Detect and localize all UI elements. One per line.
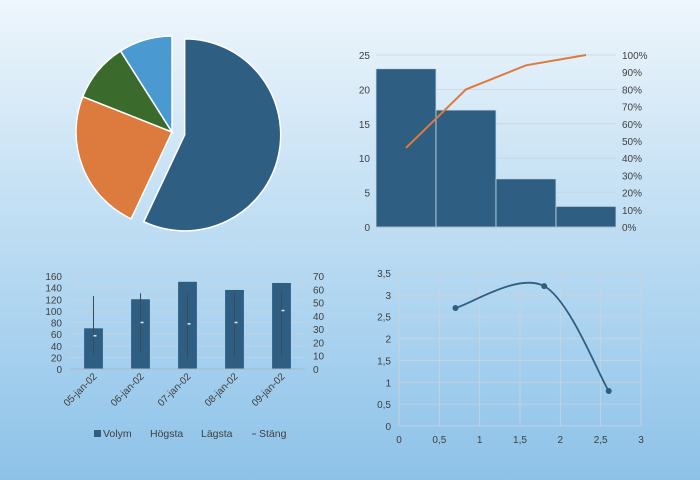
y-tick-label: 140	[45, 284, 62, 295]
y2-tick-label: 20	[313, 338, 325, 349]
pie-slice	[75, 95, 174, 220]
scatter-smooth-chart: 0 0,5 1 1,5 2 2,5 3 3,5 0 0,5 1 1,5 2 2,5 3	[377, 269, 644, 446]
y2-tick-label: 10%	[622, 206, 642, 217]
legend-swatch-volym	[94, 430, 101, 437]
legend-label: Stäng	[259, 428, 287, 440]
x-tick-label: 0,5	[432, 435, 446, 446]
cumulative-line	[405, 54, 587, 149]
y-tick-label: 100	[45, 307, 62, 318]
x-tick-label: 09-jan-02	[250, 371, 288, 409]
x-tick-label: 08-jan-02	[203, 371, 241, 409]
x-tick-label: 2	[558, 435, 564, 446]
y-tick-label: 40	[51, 342, 63, 353]
y-tick-label: 2,5	[377, 313, 391, 324]
legend-label: Volym	[103, 428, 132, 440]
y2-tick-label: 40	[313, 312, 325, 323]
y-tick-label: 1,5	[377, 356, 391, 367]
pie-slice	[142, 38, 282, 232]
y2-tick-label: 70	[313, 272, 325, 283]
data-point	[452, 304, 459, 311]
pareto-bar	[435, 109, 497, 228]
y-tick-label: 3,5	[377, 269, 391, 280]
x-tick-label: 0	[396, 435, 402, 446]
y2-tick-label: 30%	[622, 171, 642, 182]
y-tick-label: 1	[385, 378, 391, 389]
y2-tick-label: 40%	[622, 154, 642, 165]
x-tick-label: 3	[638, 435, 644, 446]
y-tick-label: 15	[359, 120, 371, 131]
y-tick-label: 120	[45, 295, 62, 306]
y2-tick-label: 0	[313, 365, 319, 376]
pareto-bar	[495, 178, 557, 228]
pie-chart	[75, 35, 282, 232]
y-tick-label: 0	[364, 223, 370, 234]
y2-tick-label: 90%	[622, 68, 642, 79]
y-tick-label: 25	[359, 51, 371, 62]
x-tick-label: 06-jan-02	[109, 371, 147, 409]
pareto-bar	[555, 205, 617, 228]
pareto-chart: 0 5 10 15 20 25 0% 10% 20% 30% 40% 50% 60% 70% 80% 90% 1…	[359, 51, 648, 234]
y2-tick-label: 60	[313, 285, 325, 296]
y-tick-label: 2	[385, 335, 391, 346]
y2-tick-label: 20%	[622, 189, 642, 200]
x-tick-label: 05-jan-02	[62, 371, 100, 409]
y-tick-label: 20	[51, 353, 63, 364]
y-tick-label: 3	[385, 291, 391, 302]
y-tick-label: 5	[364, 189, 370, 200]
y2-tick-label: 60%	[622, 120, 642, 131]
legend-label: Högsta	[150, 428, 183, 440]
data-point	[605, 388, 612, 395]
y2-tick-label: 30	[313, 325, 325, 336]
y2-tick-label: 100%	[622, 51, 648, 62]
y2-tick-label: 70%	[622, 103, 642, 114]
y2-tick-label: 80%	[622, 85, 642, 96]
y-tick-label: 160	[45, 272, 62, 283]
y-tick-label: 0	[56, 365, 62, 376]
data-point	[541, 283, 548, 290]
x-tick-label: 1	[477, 435, 483, 446]
y-tick-label: 20	[359, 85, 371, 96]
pie-slice	[119, 35, 173, 135]
x-tick-label: 1,5	[513, 435, 527, 446]
y-tick-label: 80	[51, 319, 63, 330]
x-tick-label: 2,5	[594, 435, 608, 446]
y2-tick-label: 0%	[622, 223, 637, 234]
y-tick-label: 60	[51, 330, 63, 341]
y-tick-label: 0	[385, 422, 391, 433]
legend-label: Lägsta	[201, 428, 233, 440]
y-tick-label: 0,5	[377, 400, 391, 411]
y-tick-label: 10	[359, 154, 371, 165]
y2-tick-label: 50%	[622, 137, 642, 148]
y2-tick-label: 10	[313, 352, 325, 363]
smooth-line	[455, 281, 610, 392]
x-tick-label: 07-jan-02	[156, 371, 194, 409]
y2-tick-label: 50	[313, 299, 325, 310]
stock-volume-chart: 02040608010012014016001020304050607005-j…	[45, 272, 324, 440]
